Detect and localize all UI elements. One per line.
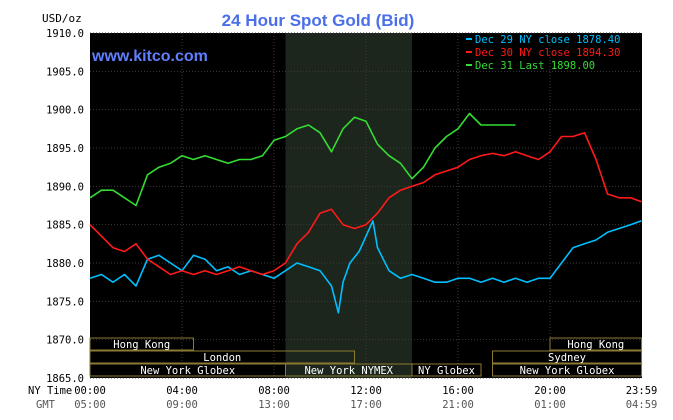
gmt-tick-label: 13:00: [258, 399, 290, 411]
legend-entry: Dec 30 NY close 1894.30: [475, 47, 620, 59]
x-tick-label: 16:00: [442, 385, 474, 397]
gmt-tick-label: 04:59: [626, 399, 658, 411]
ny-time-row-label: NY Time: [28, 385, 72, 397]
session-label: Hong Kong: [567, 339, 624, 351]
grid-lines: [90, 32, 642, 379]
x-tick-label: 04:00: [166, 385, 198, 397]
gmt-tick-label: 01:00: [534, 399, 566, 411]
y-tick-label: 1865.0: [46, 373, 84, 385]
y-tick-label: 1875.0: [46, 296, 84, 308]
legend-entry: Dec 31 Last 1898.00: [475, 60, 595, 72]
x-axis-ticks: 00:00 05:00 04:00 09:00 08:00 13:00 12:00 17:00…: [74, 385, 657, 411]
y-axis-ticks: 1865.0 1870.0 1875.0 1880.0 1885.0 1890.0 1895…: [46, 28, 84, 385]
x-tick-label: 00:00: [74, 385, 106, 397]
y-tick-label: 1885.0: [46, 220, 84, 232]
gmt-row-label: GMT: [36, 399, 56, 411]
x-tick-label: 20:00: [534, 385, 566, 397]
y-tick-label: 1905.0: [46, 66, 84, 78]
session-label: Hong Kong: [113, 339, 170, 351]
series-line: [89, 112, 516, 207]
watermark: www.kitco.com: [91, 48, 208, 65]
session-label: New York NYMEX: [304, 365, 393, 377]
gmt-tick-label: 17:00: [350, 399, 382, 411]
y-tick-label: 1890.0: [46, 181, 84, 193]
session-bar: [89, 337, 194, 351]
session-label: NY Globex: [418, 365, 475, 377]
session-bar: [89, 350, 355, 364]
session-label: New York Globex: [520, 365, 615, 377]
series-lines: [89, 112, 642, 314]
session-label: New York Globex: [140, 365, 235, 377]
y-tick-label: 1870.0: [46, 335, 84, 347]
x-tick-label: 23:59: [626, 385, 658, 397]
gmt-tick-label: 09:00: [166, 399, 198, 411]
chart-title: 24 Hour Spot Gold (Bid): [222, 11, 415, 30]
session-bar: [549, 337, 643, 351]
series-line: [89, 220, 642, 314]
timestamp: December 31, 2020 18:05: [492, 20, 637, 32]
session-label: Sydney: [548, 352, 586, 364]
session-bar: [492, 363, 643, 377]
gmt-tick-label: 21:00: [442, 399, 474, 411]
y-tick-label: 1910.0: [46, 28, 84, 40]
session-bar: [411, 363, 482, 377]
session-label: London: [203, 352, 241, 364]
x-tick-label: 08:00: [258, 385, 290, 397]
nymex-session-highlight: [285, 33, 412, 378]
legend-entry: Dec 29 NY close 1878.40: [475, 34, 620, 46]
y-tick-label: 1880.0: [46, 258, 84, 270]
x-tick-label: 12:00: [350, 385, 382, 397]
gmt-tick-label: 05:00: [74, 399, 106, 411]
y-tick-label: 1895.0: [46, 143, 84, 155]
session-bar: [492, 350, 643, 364]
series-line: [89, 131, 642, 276]
unit-label: USD/oz: [42, 12, 82, 25]
y-tick-label: 1900.0: [46, 105, 84, 117]
